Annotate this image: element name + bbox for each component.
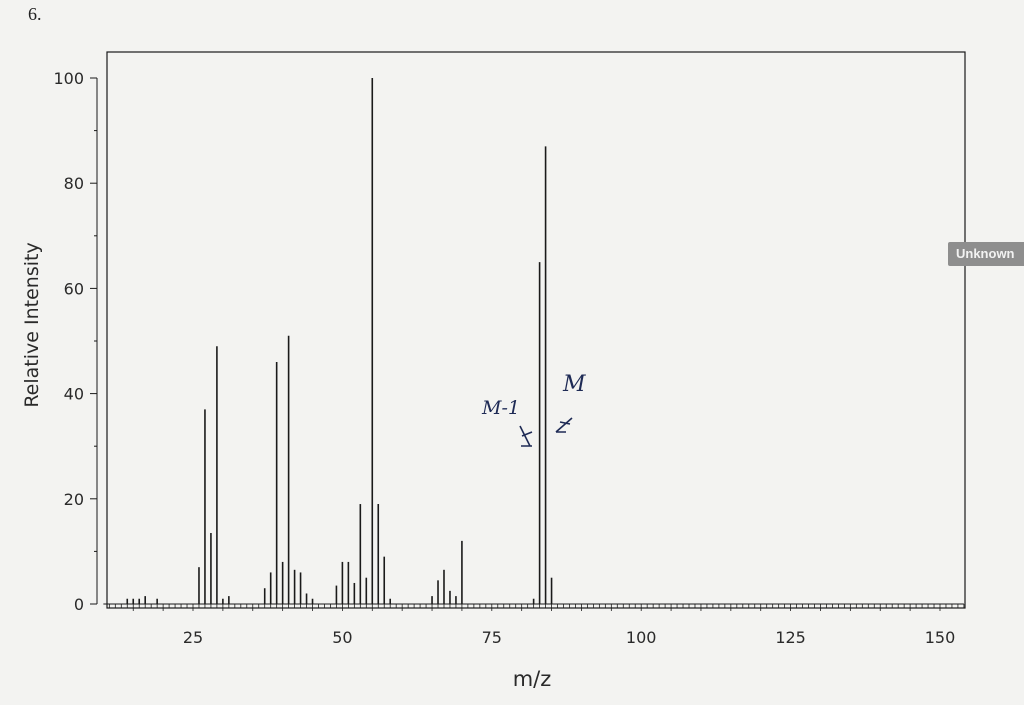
y-tick-label: 100 — [53, 69, 84, 88]
y-axis-label: Relative Intensity — [21, 242, 43, 407]
question-number: 6. — [28, 4, 42, 24]
x-tick-label: 100 — [626, 628, 657, 647]
plot-frame — [106, 51, 966, 609]
y-tick-label: 40 — [64, 385, 84, 404]
spectrum-peaks — [126, 78, 553, 604]
x-axis: 25 50 75 100 125 150 — [103, 603, 965, 647]
y-tick-label: 80 — [64, 174, 84, 193]
x-tick-label: 125 — [775, 628, 806, 647]
y-tick-label: 60 — [64, 279, 84, 298]
unknown-side-tab[interactable]: Unknown — [948, 242, 1024, 266]
x-tick-label: 150 — [925, 628, 956, 647]
annotation-m-minus-1: M-1 — [481, 397, 520, 419]
x-tick-label: 75 — [482, 628, 502, 647]
y-tick-label: 0 — [74, 595, 84, 614]
annotation-arrow-m — [555, 417, 573, 433]
y-axis: 0 20 40 60 80 100 — [53, 69, 98, 614]
x-tick-label: 50 — [332, 628, 352, 647]
x-tick-label: 25 — [183, 628, 203, 647]
annotation-m: M — [562, 372, 586, 397]
y-tick-label: 20 — [64, 490, 84, 509]
annotation-arrow-m-minus-1 — [519, 425, 533, 447]
x-axis-label: m/z — [513, 667, 552, 691]
